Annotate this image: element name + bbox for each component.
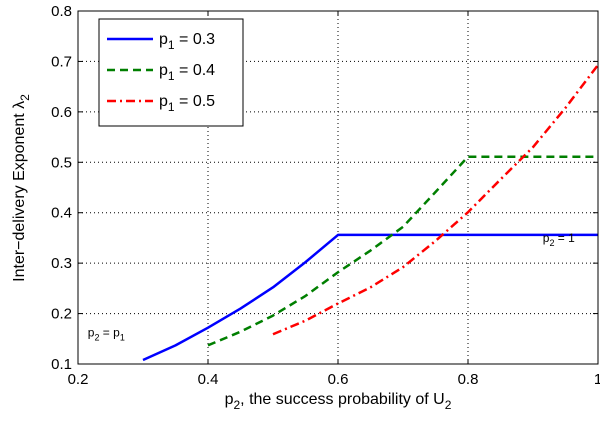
grid-lines <box>78 11 598 364</box>
x-tick-label: 0.8 <box>458 371 479 388</box>
series-line-3 <box>272 64 599 336</box>
series-line-2 <box>207 155 598 347</box>
axis-ticks <box>77 10 599 365</box>
legend-box <box>98 18 244 127</box>
annotation-1: p2 = p1 <box>88 325 125 342</box>
legend-label-3: p1 = 0.5 <box>159 93 215 114</box>
y-tick-label: 0.8 <box>51 3 72 20</box>
legend-label-1: p1 = 0.3 <box>159 31 215 52</box>
x-tick-label: 0.4 <box>198 371 219 388</box>
x-tick-label: 0.2 <box>68 371 89 388</box>
legend-label-2: p1 = 0.4 <box>159 62 215 83</box>
y-tick-label: 0.3 <box>51 255 72 272</box>
y-tick-label: 0.4 <box>51 205 72 222</box>
y-tick-label: 0.7 <box>51 53 72 70</box>
y-tick-label: 0.6 <box>51 104 72 121</box>
x-tick-label: 1 <box>594 371 600 388</box>
legend: p1 = 0.3 p1 = 0.4 p1 = 0.5 <box>98 18 244 127</box>
x-tick-label: 0.6 <box>328 371 349 388</box>
series-line-1 <box>142 233 598 362</box>
y-tick-label: 0.2 <box>51 306 72 323</box>
annotation-2: p2 = 1 <box>543 231 575 248</box>
y-tick-label: 0.5 <box>51 154 72 171</box>
y-axis-label: Inter−delivery Exponent λ2 <box>11 94 32 282</box>
y-tick-label: 0.1 <box>51 356 72 373</box>
annotations: p2 = p1 p2 = 1 <box>88 231 575 342</box>
x-axis-label: p2, the success probability of U2 <box>225 391 452 412</box>
series-layer <box>142 64 599 362</box>
tick-labels: 0.2 0.4 0.6 0.8 10.10.20.30.40.50.60.70.8 <box>51 3 600 388</box>
